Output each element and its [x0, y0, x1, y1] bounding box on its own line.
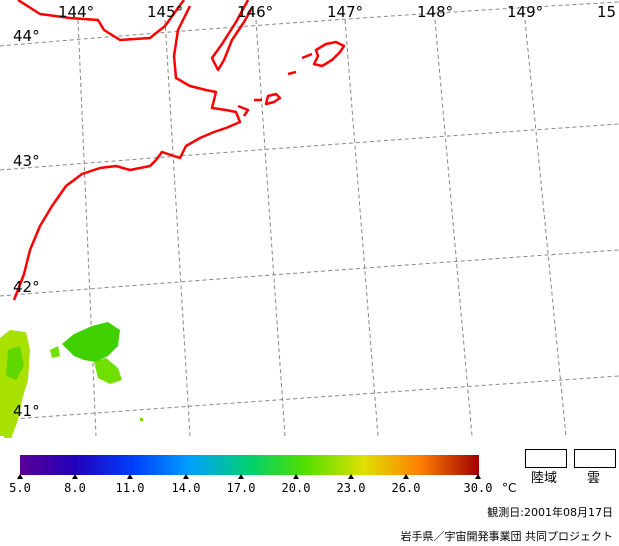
- cloud-legend-label: 雲: [587, 471, 601, 486]
- colorbar-tick-label: 23.0: [336, 481, 366, 495]
- colorbar-tick-label: 20.0: [281, 481, 311, 495]
- lon-label-150: 15: [597, 3, 617, 21]
- lat-label-41: 41°: [13, 402, 40, 420]
- colorbar-tick-label: 17.0: [226, 481, 256, 495]
- sst-map: [0, 0, 619, 438]
- lat-label-43: 43°: [13, 152, 40, 170]
- parallel-43: [0, 123, 619, 171]
- cloud-legend-swatch: [574, 449, 616, 468]
- colorbar-tick-marker: [403, 474, 409, 479]
- lon-label-144: 144°: [58, 3, 95, 21]
- meridian-144: [77, 19, 97, 437]
- colorbar-tick-marker: [348, 474, 354, 479]
- habomai-islands: [254, 92, 282, 106]
- lon-label-146: 146°: [237, 3, 274, 21]
- land-legend-swatch: [525, 449, 567, 468]
- lat-label-44: 44°: [13, 27, 40, 45]
- colorbar-tick-label: 8.0: [64, 481, 86, 495]
- colorbar-tick-label: 11.0: [115, 481, 145, 495]
- credit-line: 岩手県／宇宙開発事業団 共同プロジェクト: [400, 530, 614, 543]
- parallel-44: [0, 1, 619, 47]
- meridian-146: [255, 19, 286, 437]
- temperature-colorbar: [20, 455, 479, 475]
- colorbar-tick-label: 5.0: [9, 481, 31, 495]
- meridian-147: [344, 19, 379, 437]
- meridian-145: [164, 19, 191, 437]
- meridian-149: [524, 19, 567, 437]
- hokkaido-coast-east: [12, 5, 242, 301]
- sst-patch-offshore-green: [62, 322, 120, 362]
- observation-date: 観測日:2001年08月17日: [487, 506, 613, 519]
- parallel-41: [0, 375, 619, 421]
- lon-label-148: 148°: [417, 3, 454, 21]
- colorbar-tick-marker: [293, 474, 299, 479]
- hokkaido-coast-north: [17, 0, 185, 42]
- colorbar-tick-marker: [238, 474, 244, 479]
- etorofu-island: [312, 40, 346, 68]
- notsuke-peninsula: [237, 104, 250, 117]
- temperature-unit: °C: [502, 481, 517, 495]
- sst-patches: [0, 322, 143, 438]
- longitude-gridlines: [77, 19, 567, 437]
- sst-patch-small: [50, 346, 60, 358]
- sst-patch-coast-yellowgreen: [0, 330, 30, 436]
- lon-label-147: 147°: [327, 3, 364, 21]
- sst-dot: [4, 434, 12, 438]
- lon-label-145: 145°: [147, 3, 184, 21]
- colorbar-tick-label: 26.0: [391, 481, 421, 495]
- colorbar-tick-marker: [17, 474, 23, 479]
- parallel-42: [0, 249, 619, 297]
- colorbar-tick-marker: [183, 474, 189, 479]
- sst-patch-coast-green: [6, 346, 24, 380]
- colorbar-tick-label: 30.0: [463, 481, 493, 495]
- lon-label-149: 149°: [507, 3, 544, 21]
- colorbar-tick-marker: [475, 474, 481, 479]
- colorbar-tick-marker: [127, 474, 133, 479]
- sst-dot: [140, 418, 143, 421]
- colorbar-tick-marker: [72, 474, 78, 479]
- kunashir-shikotan: [287, 52, 313, 76]
- colorbar-tick-label: 14.0: [171, 481, 201, 495]
- coastline: [12, 0, 346, 301]
- land-legend-label: 陸域: [531, 471, 558, 486]
- lat-label-42: 42°: [13, 278, 40, 296]
- sst-patch-offshore-lime: [94, 358, 122, 384]
- meridian-148: [434, 19, 473, 437]
- latitude-gridlines: [0, 1, 619, 421]
- shiretoko-peninsula: [210, 0, 254, 72]
